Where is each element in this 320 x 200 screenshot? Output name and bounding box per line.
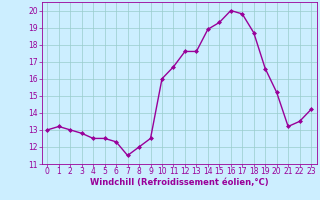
X-axis label: Windchill (Refroidissement éolien,°C): Windchill (Refroidissement éolien,°C) <box>90 178 268 187</box>
